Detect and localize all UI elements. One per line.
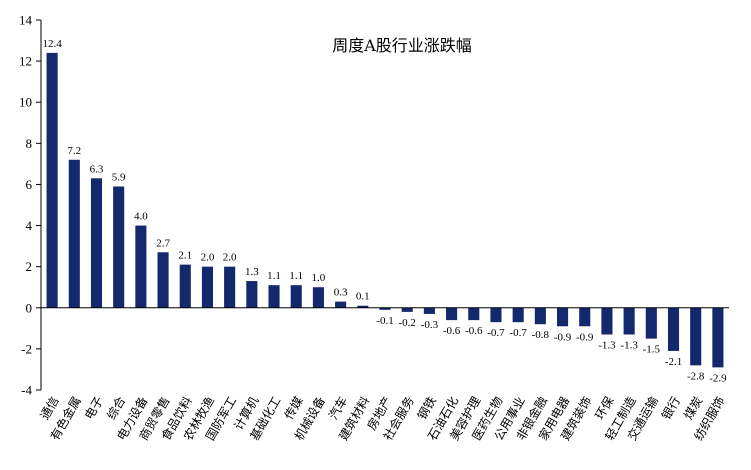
data-label: 1.0 (312, 272, 326, 284)
data-label: -0.9 (554, 331, 572, 343)
data-label: 2.0 (201, 252, 215, 264)
data-label: 5.9 (112, 172, 126, 184)
bar (135, 225, 147, 308)
category-label: 电子 (82, 394, 106, 422)
y-tick-label: -2 (21, 341, 32, 356)
data-label: -0.7 (487, 327, 505, 339)
bar (224, 266, 236, 308)
bar (579, 307, 591, 327)
y-tick-label: 10 (19, 95, 32, 110)
y-tick-label: 12 (19, 54, 32, 69)
bar (468, 307, 480, 321)
data-label: -0.1 (376, 315, 393, 327)
data-label: 1.1 (267, 270, 281, 282)
data-label: -1.3 (598, 340, 616, 352)
data-label: -0.2 (398, 317, 415, 329)
data-label: 4.0 (134, 211, 148, 223)
y-tick-label: 4 (26, 218, 33, 233)
bar (645, 307, 657, 339)
data-label: 1.3 (245, 266, 259, 278)
bar (712, 307, 724, 368)
data-label: 6.3 (90, 163, 104, 175)
bar (557, 307, 569, 327)
data-label: 1.1 (289, 270, 303, 282)
data-label: 12.4 (42, 38, 62, 50)
data-label: -0.3 (421, 319, 439, 331)
data-label: -1.5 (643, 344, 661, 356)
bar (90, 178, 103, 308)
bar (46, 52, 58, 308)
bar (534, 307, 546, 325)
bars (46, 52, 724, 368)
bar (512, 307, 524, 323)
data-label: -2.1 (665, 356, 682, 368)
y-tick-label: 2 (26, 259, 33, 274)
bar (690, 307, 702, 366)
bar (179, 264, 191, 308)
data-label: -2.9 (709, 372, 727, 384)
data-label: -0.8 (532, 329, 550, 341)
bar (423, 307, 435, 314)
data-label: 7.2 (67, 145, 81, 157)
bar (290, 285, 302, 308)
category-label: 银行 (659, 394, 683, 422)
data-label: -1.3 (620, 340, 638, 352)
chart-title: 周度A股行业涨跌幅 (332, 36, 472, 55)
data-label: -0.9 (576, 331, 594, 343)
data-label: -0.6 (465, 325, 483, 337)
bar (601, 307, 613, 335)
data-label: -0.6 (443, 325, 461, 337)
y-tick-label: 0 (26, 300, 33, 315)
bar (379, 307, 391, 310)
y-tick-label: 6 (26, 177, 33, 192)
data-label: -0.7 (509, 327, 527, 339)
bar (335, 301, 347, 308)
bar (68, 159, 80, 308)
bar (113, 186, 125, 308)
data-label: 0.1 (356, 291, 370, 303)
data-label: 0.3 (334, 287, 348, 299)
data-label: 2.0 (223, 252, 237, 264)
bar (490, 307, 502, 323)
bar (157, 252, 169, 308)
bar (201, 266, 213, 308)
bar (357, 305, 369, 308)
value-labels: 12.4 7.2 6.3 5.9 4.0 2.7 2.1 2.0 2.0 1.3 1.1 1.1 1.0… (42, 38, 727, 384)
data-label: 2.1 (178, 250, 192, 262)
bar (667, 307, 680, 351)
y-tick-label: -4 (21, 383, 32, 398)
bar (401, 307, 413, 312)
y-tick-label: 8 (26, 136, 33, 151)
bar (623, 307, 635, 335)
data-label: -2.8 (687, 370, 705, 382)
bar (312, 287, 324, 308)
bar (246, 281, 258, 308)
bar (446, 307, 458, 321)
bar (268, 285, 280, 308)
data-label: 2.7 (156, 237, 170, 249)
y-tick-label: 14 (19, 13, 33, 28)
y-axis: -4 -2 0 2 4 6 8 10 12 14 (19, 13, 42, 398)
